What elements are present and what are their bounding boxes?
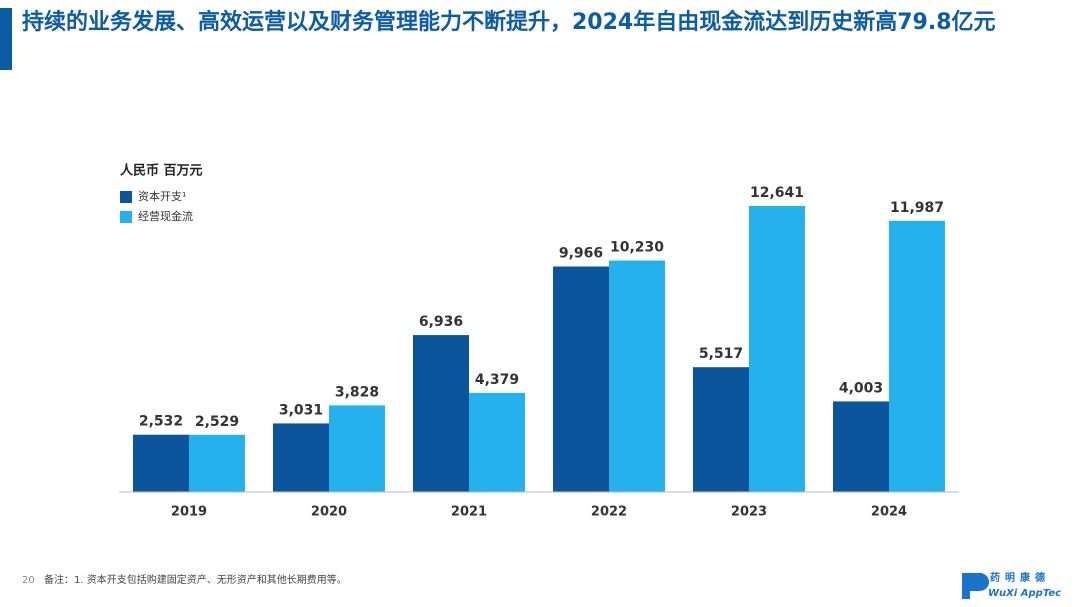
data-label: 3,828 <box>335 384 379 400</box>
title-accent <box>0 8 12 70</box>
bar <box>329 405 385 492</box>
chart-title: 持续的业务发展、高效运营以及财务管理能力不断提升，2024年自由现金流达到历史新… <box>22 10 996 35</box>
x-tick-label: 2021 <box>451 505 487 520</box>
data-label: 4,379 <box>475 372 519 388</box>
legend-swatch <box>120 211 132 223</box>
unit-label: 人民币 百万元 <box>120 163 203 179</box>
bar <box>189 434 245 492</box>
bar <box>749 206 805 492</box>
x-tick-label: 2020 <box>311 505 347 520</box>
data-label: 10,230 <box>610 240 664 256</box>
x-tick-label: 2022 <box>591 505 627 520</box>
logo: 药明康德 WuXi AppTec <box>962 571 1061 599</box>
bar <box>469 392 525 492</box>
logo-mark <box>962 573 989 599</box>
bar <box>693 367 749 492</box>
legend-label: 经营现金流 <box>138 209 193 223</box>
data-label: 2,532 <box>139 414 183 430</box>
data-label: 9,966 <box>559 246 603 262</box>
data-label: 2,529 <box>195 414 239 430</box>
legend-swatch <box>120 191 132 203</box>
logo-chinese: 药明康德 <box>990 571 1050 584</box>
bar <box>609 260 665 492</box>
data-label: 11,987 <box>890 200 944 216</box>
logo-english: WuXi AppTec <box>988 588 1061 599</box>
legend-label: 资本开支¹ <box>138 189 186 203</box>
data-label: 5,517 <box>699 346 743 362</box>
bar <box>553 266 609 492</box>
bar <box>133 434 189 492</box>
x-tick-label: 2019 <box>171 505 207 520</box>
data-label: 4,003 <box>839 380 883 396</box>
bar <box>889 220 945 492</box>
bar <box>413 335 469 492</box>
data-label: 3,031 <box>279 402 323 418</box>
x-tick-label: 2023 <box>731 505 767 520</box>
bar <box>273 423 329 492</box>
page-number: 20 <box>22 575 35 586</box>
data-label: 12,641 <box>750 185 804 201</box>
bar <box>833 401 889 492</box>
x-tick-label: 2024 <box>871 505 907 520</box>
footnote: 备注：1. 资本开支包括购建固定资产、无形资产和其他长期费用等。 <box>44 573 347 586</box>
data-label: 6,936 <box>419 314 463 330</box>
